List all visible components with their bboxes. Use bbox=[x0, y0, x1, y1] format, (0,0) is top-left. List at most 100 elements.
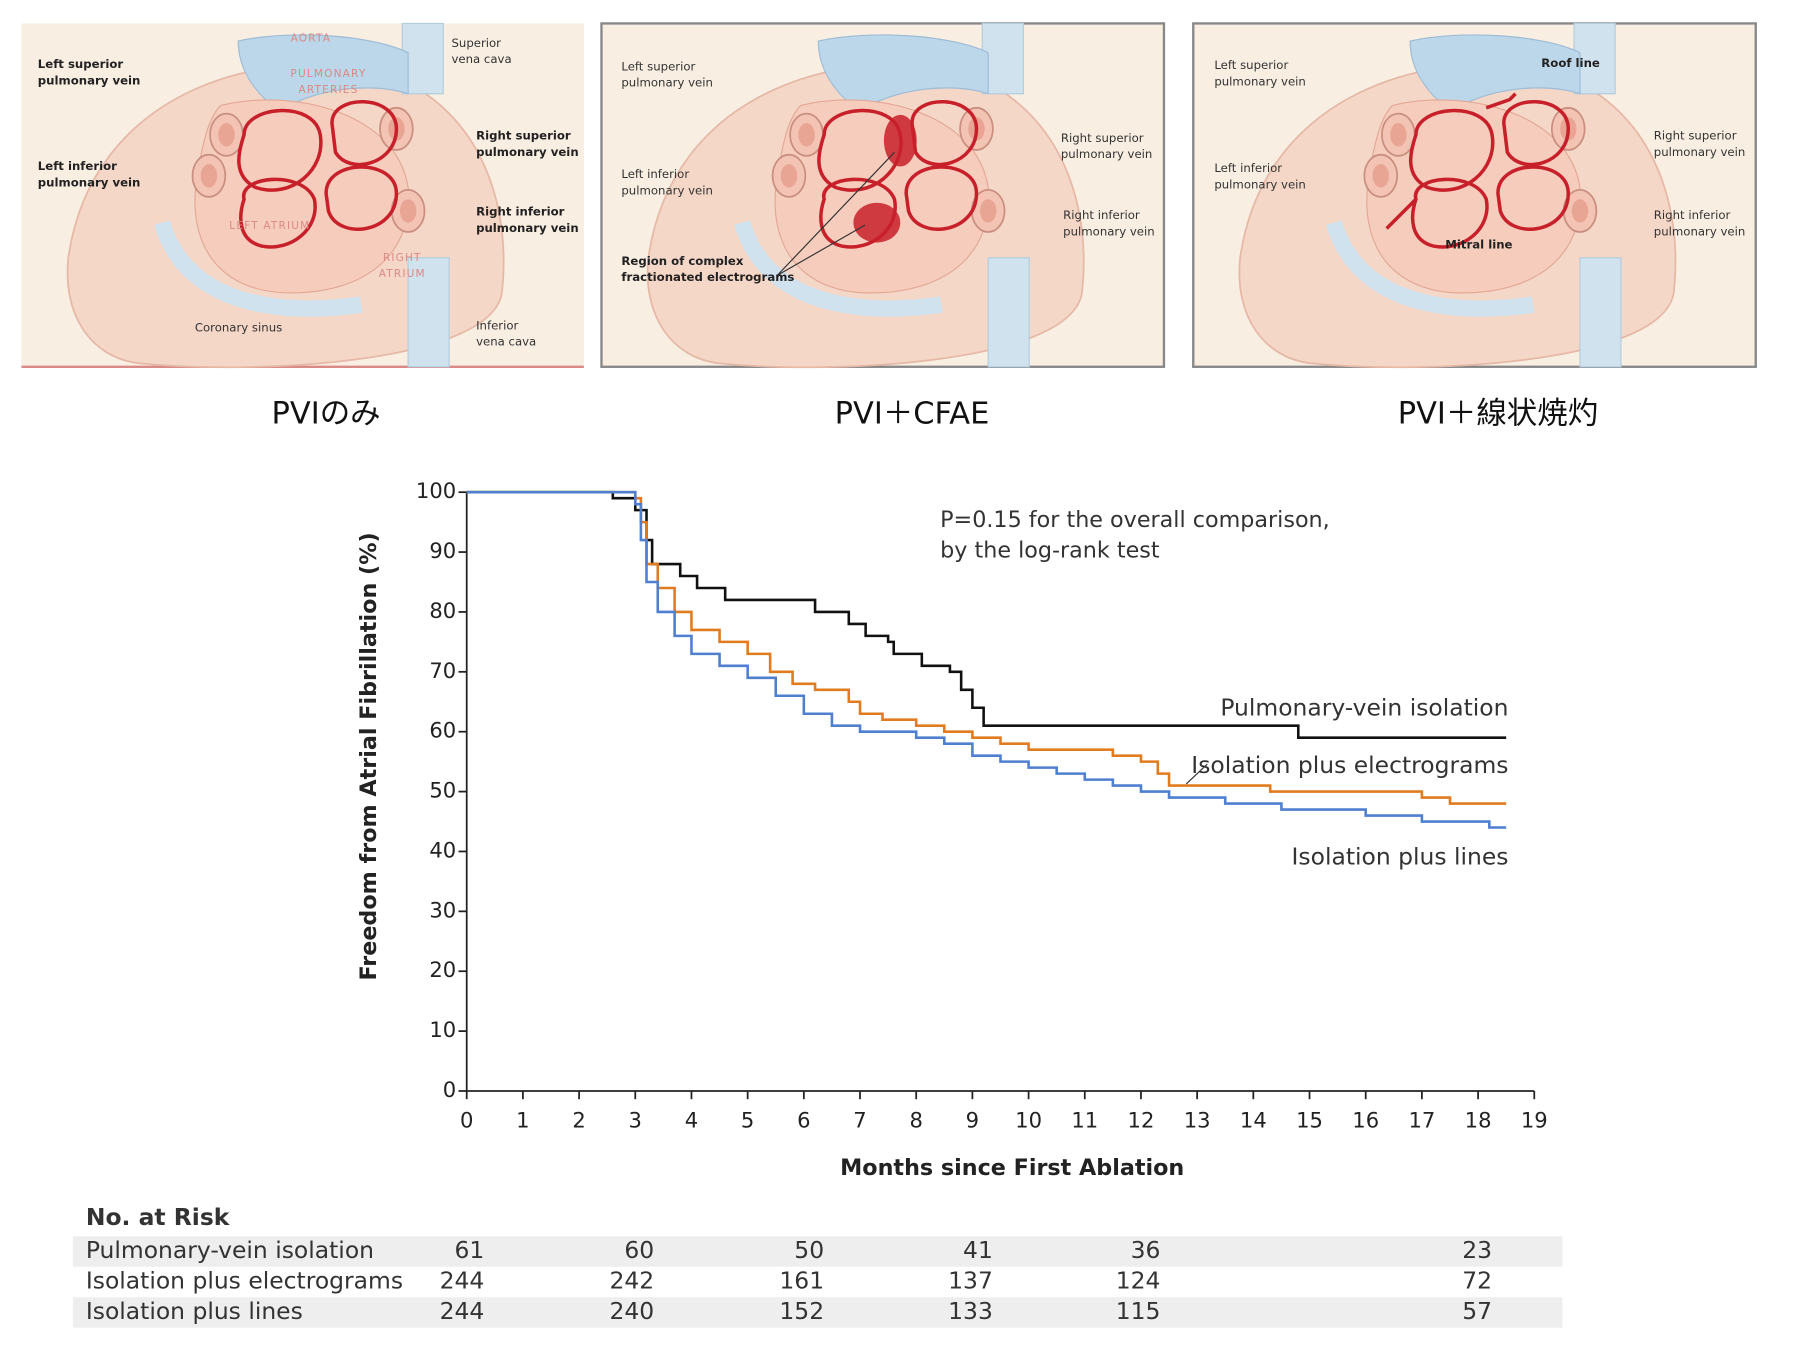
x-tick-label: 4 bbox=[685, 1107, 698, 1132]
x-tick-label: 7 bbox=[853, 1107, 866, 1132]
illustration-label: vena cava bbox=[451, 52, 511, 66]
x-tick-label: 10 bbox=[1015, 1107, 1042, 1132]
illustration-label: Right superior bbox=[1061, 131, 1144, 145]
at-risk-count: 72 bbox=[1462, 1267, 1492, 1295]
y-tick-label: 90 bbox=[429, 538, 456, 563]
illustration-label: fractionated electrograms bbox=[621, 270, 794, 284]
illustration-label: pulmonary vein bbox=[1214, 75, 1306, 89]
series-label: Pulmonary-vein isolation bbox=[1220, 693, 1508, 721]
illustration-label: Left superior bbox=[1214, 58, 1288, 72]
pointer bbox=[776, 151, 895, 276]
row-name: Pulmonary-vein isolation bbox=[86, 1236, 374, 1264]
illustration-label: pulmonary vein bbox=[621, 184, 713, 198]
isolation-ring bbox=[1496, 100, 1571, 231]
illustration-label: pulmonary vein bbox=[476, 221, 579, 235]
vein-lumen bbox=[1390, 123, 1407, 147]
row-name: Isolation plus electrograms bbox=[86, 1267, 403, 1295]
x-tick-label: 11 bbox=[1071, 1107, 1098, 1132]
illustration-label: Inferior bbox=[476, 318, 518, 332]
y-tick-label: 30 bbox=[429, 897, 456, 922]
x-tick-label: 18 bbox=[1465, 1107, 1492, 1132]
row-band bbox=[72, 1236, 1563, 1267]
illustration-label: pulmonary vein bbox=[621, 76, 713, 90]
y-tick-label: 80 bbox=[429, 598, 456, 623]
illustration-label: PULMONARY bbox=[290, 68, 366, 80]
at-risk-count: 57 bbox=[1462, 1297, 1492, 1325]
illustration-label: pulmonary vein bbox=[1654, 145, 1746, 159]
y-tick-label: 40 bbox=[429, 837, 456, 862]
x-tick-label: 19 bbox=[1521, 1107, 1548, 1132]
vein-lumen bbox=[780, 164, 798, 188]
y-tick-label: 10 bbox=[429, 1017, 456, 1042]
at-risk-count: 240 bbox=[609, 1297, 654, 1325]
illustration-label: Left superior bbox=[621, 59, 695, 73]
at-risk-count: 115 bbox=[1116, 1297, 1161, 1325]
illustration-label: Mitral line bbox=[1445, 237, 1512, 251]
vein-lumen bbox=[798, 123, 815, 147]
cfae-region bbox=[853, 202, 901, 243]
pulmonary-artery bbox=[817, 34, 989, 113]
y-tick-label: 20 bbox=[429, 957, 456, 982]
series-label: Isolation plus lines bbox=[1292, 842, 1509, 870]
x-tick-label: 13 bbox=[1184, 1107, 1211, 1132]
at-risk-count: 161 bbox=[779, 1267, 824, 1295]
illustrations: AORTA Superior vena cava PULMONARY ARTERIES L… bbox=[21, 22, 1757, 431]
at-risk-count: 61 bbox=[454, 1236, 484, 1264]
at-risk-count: 60 bbox=[624, 1236, 654, 1264]
vein-lumen bbox=[200, 164, 218, 188]
illustration-label: Left superior bbox=[38, 57, 124, 71]
illustration-label: Left inferior bbox=[38, 159, 117, 173]
illustration-label: vena cava bbox=[476, 335, 536, 349]
caption: PVIのみ bbox=[272, 396, 381, 431]
isolation-ring bbox=[324, 100, 399, 231]
at-risk-count: 124 bbox=[1116, 1267, 1161, 1295]
illustration: Left superior pulmonary vein Left inferior… bbox=[600, 22, 1166, 369]
illustration-label: Right inferior bbox=[1654, 208, 1731, 222]
illustration-label: ARTERIES bbox=[298, 84, 358, 96]
illustration-label: ATRIUM bbox=[379, 268, 426, 280]
caption: PVI＋CFAE bbox=[835, 396, 990, 431]
y-axis-label: Freedom from Atrial Fibrillation (%) bbox=[356, 532, 382, 980]
illustration-label: Roof line bbox=[1541, 56, 1600, 70]
roof-line bbox=[1485, 92, 1517, 110]
y-tick-label: 50 bbox=[429, 778, 456, 803]
illustration-label: Right inferior bbox=[1063, 208, 1140, 222]
illustration-label: Right superior bbox=[1654, 128, 1737, 142]
illustration-label: pulmonary vein bbox=[1061, 147, 1153, 161]
illustration-label: Superior bbox=[451, 36, 501, 50]
at-risk-count: 152 bbox=[779, 1297, 824, 1325]
cfae-region bbox=[883, 114, 917, 167]
risk-table: No. at Risk Pulmonary-vein isolation 61 60 5… bbox=[72, 1203, 1563, 1328]
series-label: Isolation plus electrograms bbox=[1191, 751, 1508, 779]
vein-lumen bbox=[979, 199, 997, 223]
at-risk-count: 244 bbox=[440, 1267, 485, 1295]
isolation-ring bbox=[237, 108, 323, 249]
x-tick-label: 5 bbox=[741, 1107, 754, 1132]
x-tick-label: 3 bbox=[629, 1107, 642, 1132]
at-risk-count: 133 bbox=[948, 1297, 993, 1325]
x-tick-label: 17 bbox=[1408, 1107, 1435, 1132]
table-title: No. at Risk bbox=[86, 1203, 231, 1231]
isolation-ring bbox=[1408, 108, 1495, 249]
at-risk-count: 50 bbox=[794, 1236, 824, 1264]
x-tick-label: 16 bbox=[1352, 1107, 1379, 1132]
illustration-label: LEFT ATRIUM bbox=[229, 220, 310, 232]
coronary-sinus bbox=[734, 220, 943, 317]
illustration-label: Left inferior bbox=[621, 167, 689, 181]
illustration-label: pulmonary vein bbox=[38, 73, 141, 87]
illustration-label: Region of complex bbox=[621, 254, 743, 268]
illustration-label: pulmonary vein bbox=[1654, 225, 1746, 239]
x-tick-label: 14 bbox=[1240, 1107, 1267, 1132]
illustration-label: pulmonary vein bbox=[1214, 178, 1306, 192]
at-risk-count: 244 bbox=[440, 1297, 485, 1325]
y-tick-label: 100 bbox=[416, 478, 456, 503]
label-leader bbox=[1185, 763, 1208, 785]
illustration-label: Right superior bbox=[476, 128, 571, 142]
x-tick-label: 15 bbox=[1296, 1107, 1323, 1132]
survival-curve bbox=[466, 490, 1507, 805]
illustration-label: Left inferior bbox=[1214, 161, 1282, 175]
x-tick-label: 2 bbox=[572, 1107, 585, 1132]
illustration-label: pulmonary vein bbox=[38, 175, 141, 189]
